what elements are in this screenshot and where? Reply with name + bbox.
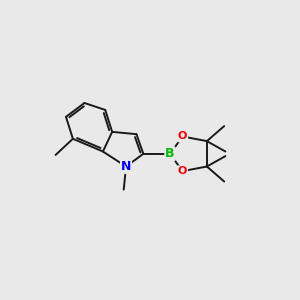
- Text: B: B: [165, 147, 175, 160]
- Text: O: O: [178, 166, 187, 176]
- Text: O: O: [178, 131, 187, 142]
- Text: N: N: [121, 160, 131, 173]
